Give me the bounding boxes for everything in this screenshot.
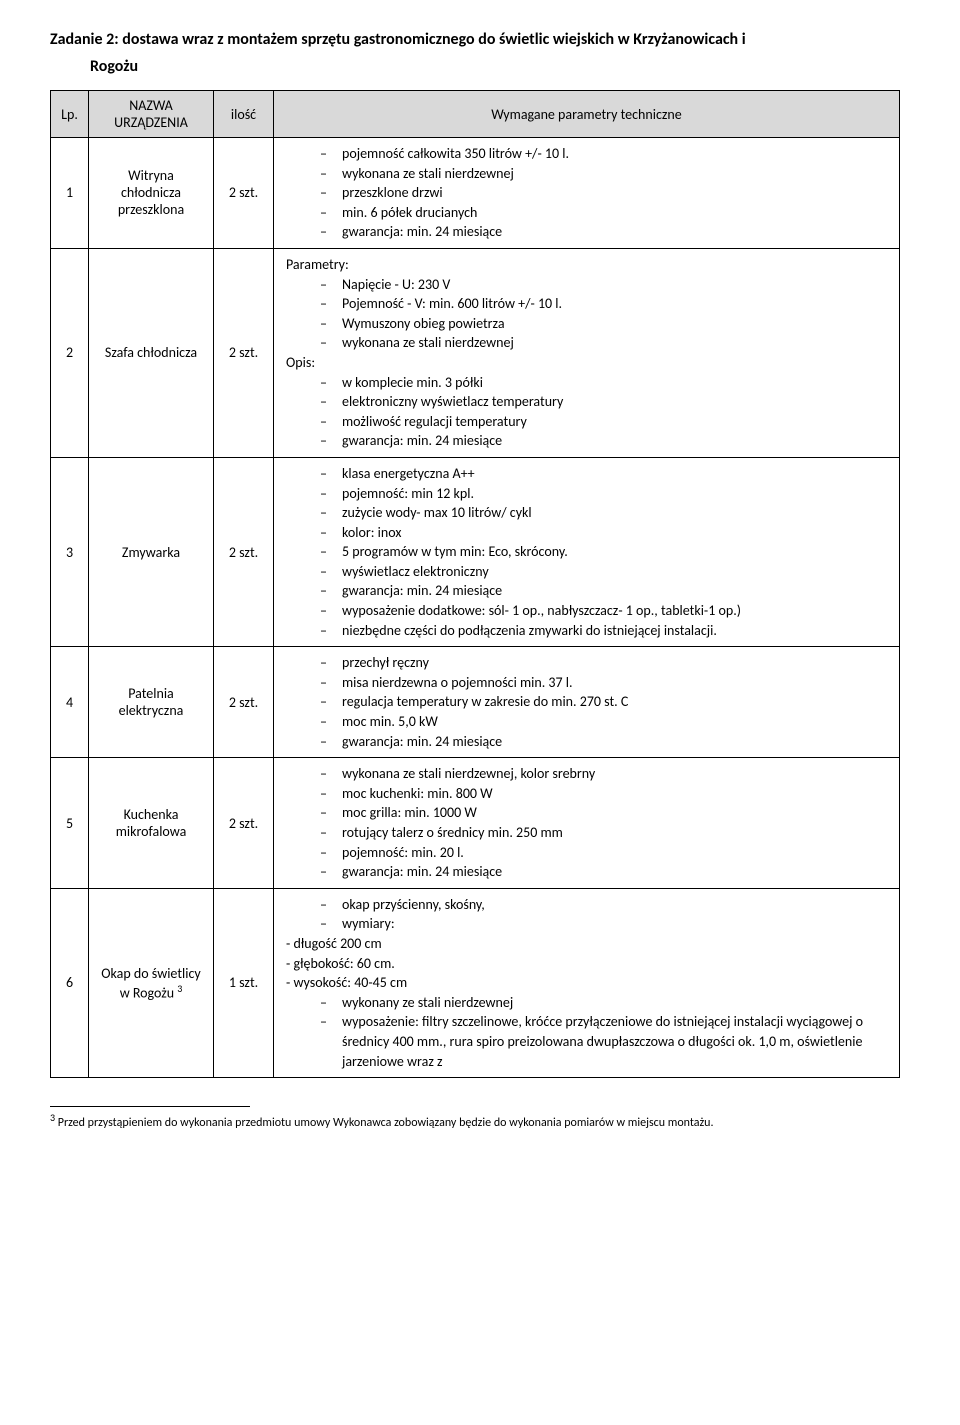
params-item: możliwość regulacji temperatury [342, 412, 891, 432]
params-list: przechył ręcznymisa nierdzewna o pojemno… [282, 653, 891, 751]
params-item: wyposażenie dodatkowe: sól- 1 op., nabły… [342, 601, 891, 621]
params-item: wyposażenie: filtry szczelinowe, króćce … [342, 1012, 891, 1071]
cell-params: wykonana ze stali nierdzewnej, kolor sre… [274, 758, 900, 889]
cell-lp: 4 [51, 647, 89, 758]
params-item: pojemność całkowita 350 litrów +/- 10 l. [342, 144, 891, 164]
cell-qty: 2 szt. [214, 457, 274, 646]
cell-name: Okap do świetlicy w Rogożu 3 [89, 888, 214, 1077]
table-row: 6Okap do świetlicy w Rogożu 31 szt.okap … [51, 888, 900, 1077]
cell-params: pojemność całkowita 350 litrów +/- 10 l.… [274, 138, 900, 249]
table-header-row: Lp. NAZWA URZĄDZENIA ilość Wymagane para… [51, 91, 900, 138]
params-item: okap przyścienny, skośny, [342, 895, 891, 915]
params-list: pojemność całkowita 350 litrów +/- 10 l.… [282, 144, 891, 242]
params-item: gwarancja: min. 24 miesiące [342, 222, 891, 242]
header-name: NAZWA URZĄDZENIA [89, 91, 214, 138]
footnote-separator [50, 1106, 250, 1107]
task-title-line1: Zadanie 2: dostawa wraz z montażem sprzę… [50, 30, 900, 49]
params-item: moc kuchenki: min. 800 W [342, 784, 891, 804]
params-item: gwarancja: min. 24 miesiące [342, 431, 891, 451]
cell-qty: 2 szt. [214, 647, 274, 758]
cell-lp: 1 [51, 138, 89, 249]
params-section-label: Opis: [282, 353, 891, 373]
params-item: Napięcie - U: 230 V [342, 275, 891, 295]
equipment-table: Lp. NAZWA URZĄDZENIA ilość Wymagane para… [50, 90, 900, 1078]
cell-params: klasa energetyczna A++pojemność: min 12 … [274, 457, 900, 646]
cell-name: Kuchenka mikrofalowa [89, 758, 214, 889]
params-item: wykonany ze stali nierdzewnej [342, 993, 891, 1013]
params-item: gwarancja: min. 24 miesiące [342, 862, 891, 882]
params-item: klasa energetyczna A++ [342, 464, 891, 484]
params-item: wymiary: [342, 914, 891, 934]
params-list: Napięcie - U: 230 VPojemność - V: min. 6… [282, 275, 891, 353]
cell-name: Witryna chłodnicza przeszklona [89, 138, 214, 249]
table-row: 5Kuchenka mikrofalowa2 szt. wykonana ze s… [51, 758, 900, 889]
table-row: 2Szafa chłodnicza2 szt.Parametry:Napięci… [51, 248, 900, 457]
params-item: gwarancja: min. 24 miesiące [342, 581, 891, 601]
params-plain-line: - długość 200 cm [282, 934, 891, 954]
params-item: 5 programów w tym min: Eco, skrócony. [342, 542, 891, 562]
params-list: wykonany ze stali nierdzewnejwyposażenie… [282, 993, 891, 1071]
params-item: przechył ręczny [342, 653, 891, 673]
params-item: pojemność: min 12 kpl. [342, 484, 891, 504]
params-plain-line: - wysokość: 40-45 cm [282, 973, 891, 993]
params-item: wykonana ze stali nierdzewnej, kolor sre… [342, 764, 891, 784]
params-section-label: Parametry: [282, 255, 891, 275]
params-item: Wymuszony obieg powietrza [342, 314, 891, 334]
table-row: 3Zmywarka2 szt.klasa energetyczna A++poj… [51, 457, 900, 646]
params-item: min. 6 półek drucianych [342, 203, 891, 223]
params-item: gwarancja: min. 24 miesiące [342, 732, 891, 752]
footnote-text: Przed przystąpieniem do wykonania przedm… [55, 1116, 713, 1130]
cell-qty: 2 szt. [214, 138, 274, 249]
header-lp: Lp. [51, 91, 89, 138]
table-row: 1Witryna chłodnicza przeszklona2 szt.poj… [51, 138, 900, 249]
params-item: rotujący talerz o średnicy min. 250 mm [342, 823, 891, 843]
header-req: Wymagane parametry techniczne [274, 91, 900, 138]
task-title-line2: Rogożu [90, 57, 900, 76]
cell-lp: 3 [51, 457, 89, 646]
params-item: kolor: inox [342, 523, 891, 543]
params-plain-line: - głębokość: 60 cm. [282, 954, 891, 974]
params-item: w komplecie min. 3 półki [342, 373, 891, 393]
cell-lp: 2 [51, 248, 89, 457]
params-item: moc min. 5,0 kW [342, 712, 891, 732]
cell-lp: 5 [51, 758, 89, 889]
params-list: wykonana ze stali nierdzewnej, kolor sre… [282, 764, 891, 882]
params-item: przeszklone drzwi [342, 183, 891, 203]
cell-qty: 1 szt. [214, 888, 274, 1077]
params-item: Pojemność - V: min. 600 litrów +/- 10 l. [342, 294, 891, 314]
params-item: niezbędne części do podłączenia zmywarki… [342, 621, 891, 641]
params-item: wyświetlacz elektroniczny [342, 562, 891, 582]
params-item: zużycie wody- max 10 litrów/ cykl [342, 503, 891, 523]
cell-params: okap przyścienny, skośny,wymiary:- długo… [274, 888, 900, 1077]
cell-params: przechył ręcznymisa nierdzewna o pojemno… [274, 647, 900, 758]
params-item: wykonana ze stali nierdzewnej [342, 333, 891, 353]
cell-name: Patelnia elektryczna [89, 647, 214, 758]
params-item: regulacja temperatury w zakresie do min.… [342, 692, 891, 712]
cell-name: Szafa chłodnicza [89, 248, 214, 457]
params-item: misa nierdzewna o pojemności min. 37 l. [342, 673, 891, 693]
cell-qty: 2 szt. [214, 758, 274, 889]
cell-lp: 6 [51, 888, 89, 1077]
document-page: Zadanie 2: dostawa wraz z montażem sprzę… [0, 0, 960, 1161]
params-list: w komplecie min. 3 półkielektroniczny wy… [282, 373, 891, 451]
params-item: wykonana ze stali nierdzewnej [342, 164, 891, 184]
params-item: elektroniczny wyświetlacz temperatury [342, 392, 891, 412]
cell-name: Zmywarka [89, 457, 214, 646]
cell-params: Parametry:Napięcie - U: 230 VPojemność -… [274, 248, 900, 457]
footnote: 3 Przed przystąpieniem do wykonania prze… [50, 1111, 900, 1131]
params-list: klasa energetyczna A++pojemność: min 12 … [282, 464, 891, 640]
header-qty: ilość [214, 91, 274, 138]
table-row: 4Patelnia elektryczna2 szt.przechył ręcz… [51, 647, 900, 758]
params-list: okap przyścienny, skośny,wymiary: [282, 895, 891, 934]
cell-qty: 2 szt. [214, 248, 274, 457]
params-item: pojemność: min. 20 l. [342, 843, 891, 863]
params-item: moc grilla: min. 1000 W [342, 803, 891, 823]
